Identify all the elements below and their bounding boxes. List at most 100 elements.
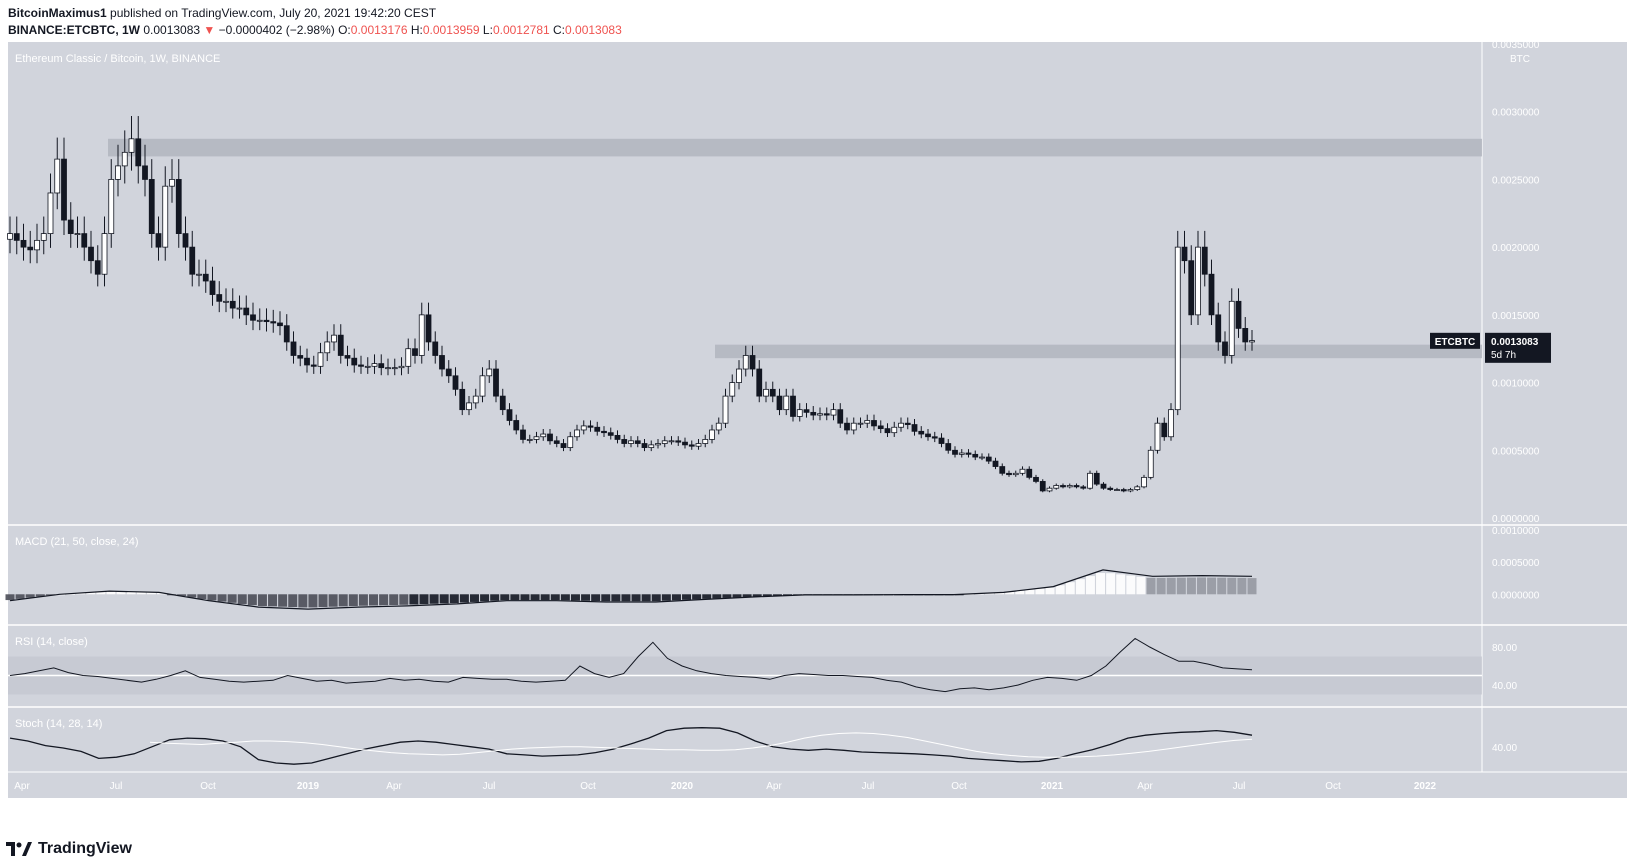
candle-up (405, 348, 412, 367)
macd-histogram-bar (510, 594, 520, 601)
macd-histogram-bar (1035, 588, 1045, 595)
macd-histogram-bar (237, 594, 247, 604)
candle-down (445, 368, 452, 377)
candle-up (655, 443, 661, 446)
candle-down (871, 420, 877, 427)
macd-histogram-bar (682, 594, 692, 600)
macd-histogram-bar (732, 594, 742, 598)
macd-histogram-bar (591, 594, 601, 601)
macd-histogram-bar (1217, 577, 1227, 595)
candle-down (20, 239, 27, 248)
candle-down (688, 444, 695, 447)
price-axis-tick: 0.0030000 (1492, 108, 1540, 119)
macd-histogram-bar (45, 594, 55, 596)
price-tag-bg (1485, 332, 1551, 363)
candle-up (763, 388, 769, 397)
tradingview-logo[interactable]: TradingView (6, 840, 132, 858)
candle-up (1154, 422, 1161, 451)
candle-up (648, 444, 655, 448)
macd-histogram-bar (369, 594, 379, 606)
support-zone (715, 344, 1482, 359)
macd-histogram-bar (1227, 577, 1237, 595)
macd-histogram-bar (96, 591, 106, 595)
candle-down (931, 436, 938, 439)
open-label: O: (338, 23, 351, 37)
candle-up (128, 138, 135, 153)
time-axis-tick: Jul (1233, 781, 1246, 792)
candle-down (358, 364, 364, 367)
candle-down (1033, 476, 1039, 482)
candle-down (499, 395, 506, 411)
author-name[interactable]: BitcoinMaximus1 (8, 6, 107, 20)
macd-histogram-bar (651, 594, 661, 602)
price-tag-symbol-bg (1430, 332, 1480, 349)
time-axis-tick: Oct (580, 781, 596, 792)
candle-up (1053, 485, 1060, 489)
macd-histogram-bar (469, 594, 479, 602)
time-axis-tick: 2020 (671, 781, 694, 792)
candle-up (729, 382, 736, 397)
change-arrow-icon: ▼ (203, 23, 216, 37)
candle-down (425, 314, 432, 343)
last-price: 0.0013083 (143, 23, 201, 37)
candle-down (202, 273, 209, 282)
macd-line (9, 569, 1253, 610)
open-value: 0.0013176 (350, 23, 408, 37)
rsi-title: RSI (14, close) (15, 636, 88, 648)
macd-histogram-bar (288, 594, 298, 608)
macd-histogram-bar (1207, 577, 1217, 595)
candle-down (263, 319, 270, 323)
stoch-k-line (9, 727, 1253, 765)
candle-down (925, 433, 931, 438)
candle-up (580, 425, 587, 431)
macd-histogram-bar (550, 594, 560, 601)
candle-down (1161, 422, 1168, 438)
macd-histogram-bar (1005, 591, 1015, 595)
candle-down (337, 334, 344, 356)
price-axis-tick: 0.0005000 (1492, 446, 1540, 457)
time-axis-tick: Oct (200, 781, 216, 792)
candle-down (135, 138, 142, 167)
candle-up (385, 367, 391, 370)
candle-down (1006, 472, 1012, 476)
candle-down (506, 409, 513, 421)
low-label: L: (482, 23, 493, 37)
macd-histogram-bar (409, 594, 419, 605)
candle-down (938, 437, 945, 444)
price-tag-countdown: 5d 7h (1491, 350, 1516, 361)
candle-down (61, 158, 67, 221)
macd-histogram-bar (449, 594, 459, 604)
macd-axis-tick: 0.0005000 (1492, 558, 1540, 569)
macd-histogram-bar (136, 592, 146, 595)
macd-histogram-bar (15, 594, 25, 599)
price-axis-tick: 0.0015000 (1492, 311, 1540, 322)
candle-down (283, 325, 290, 343)
published-text: published on TradingView.com, July 20, 2… (110, 6, 437, 20)
macd-histogram-bar (257, 594, 267, 606)
candle-down (452, 375, 459, 390)
candle-up (101, 233, 108, 275)
candle-down (844, 422, 850, 431)
candle-down (952, 449, 958, 455)
candle-up (479, 375, 486, 397)
macd-histogram-bar (146, 592, 156, 595)
macd-histogram-bar (530, 594, 540, 601)
candle-down (520, 429, 526, 440)
price-axis-tick: 0.0000000 (1492, 514, 1540, 525)
macd-histogram-bar (692, 594, 702, 600)
candle-up (533, 436, 540, 440)
macd-histogram-bar (106, 591, 116, 595)
candle-down (67, 219, 74, 235)
macd-histogram-bar (419, 594, 429, 605)
candle-down (277, 322, 283, 327)
macd-histogram-bar (1197, 577, 1207, 595)
candle-up (331, 334, 337, 343)
candle-down (945, 443, 952, 451)
macd-histogram-bar (35, 594, 45, 597)
candle-down (769, 388, 776, 397)
macd-histogram-bar (1055, 585, 1065, 595)
candle-down (641, 443, 648, 448)
candle-down (607, 432, 614, 436)
macd-histogram-bar (671, 594, 681, 601)
